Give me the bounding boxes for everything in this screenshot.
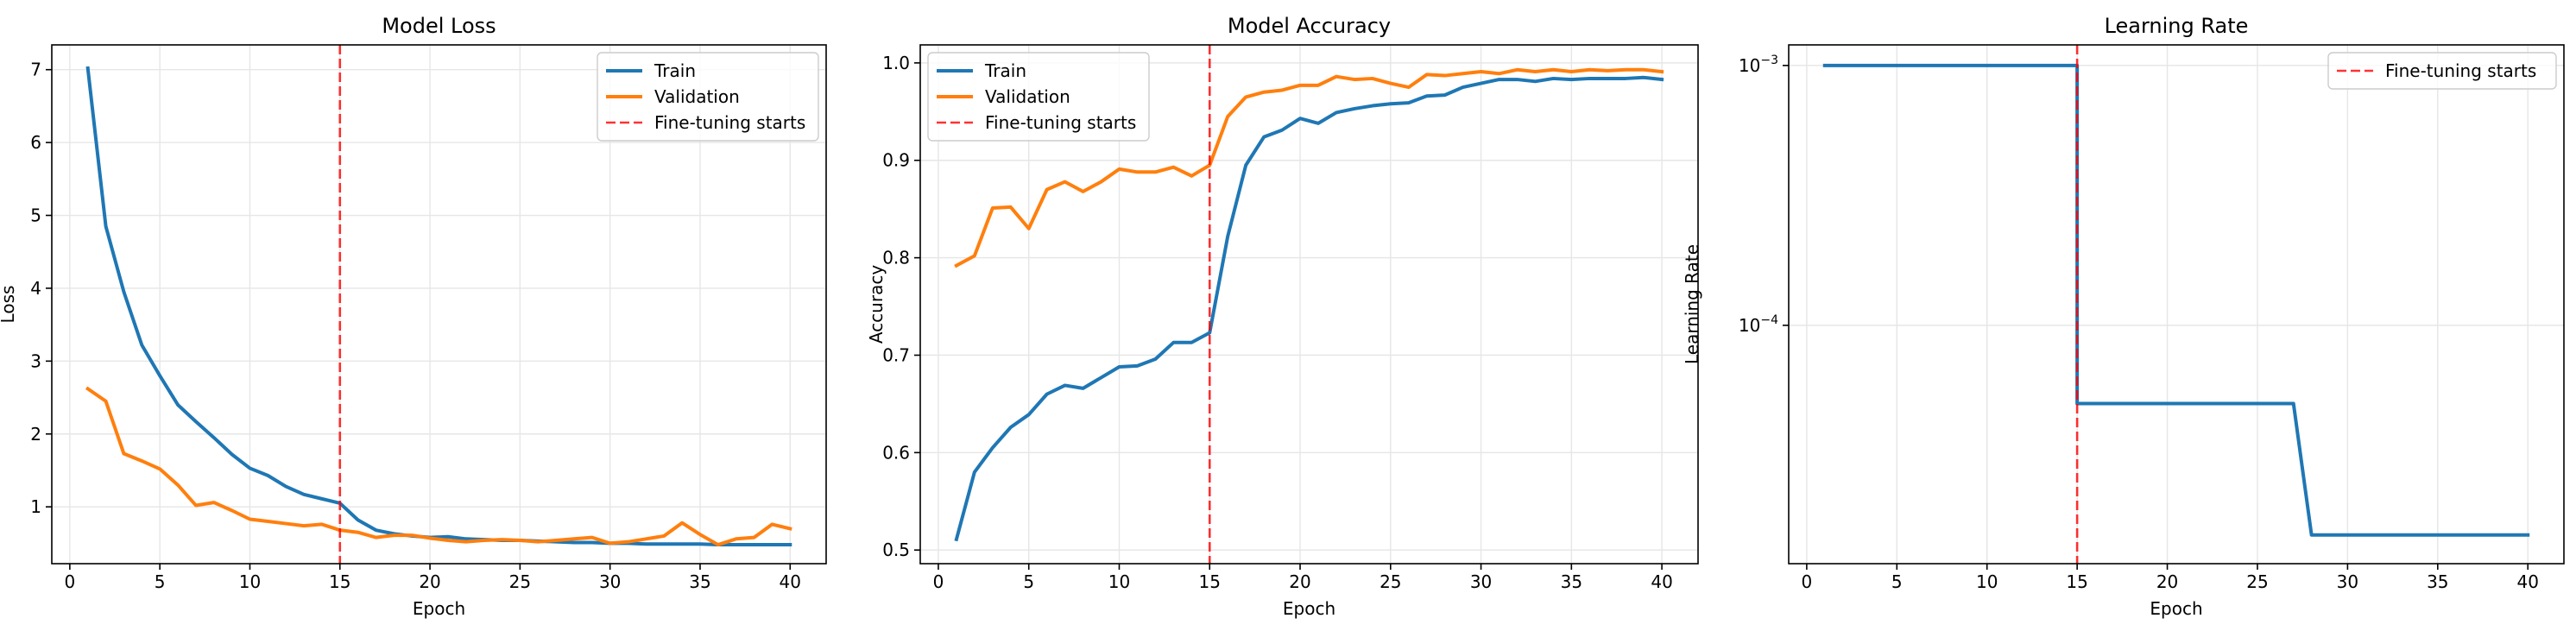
legend: Train Validation Fine-tuning starts [927, 52, 1150, 142]
legend-label: Validation [654, 86, 740, 107]
x-tick-label: 15 [2066, 571, 2087, 592]
legend: Train Validation Fine-tuning starts [597, 52, 819, 142]
x-tick-label: 15 [1199, 571, 1221, 592]
y-tick-label: 10−3 [1739, 54, 1778, 76]
chart-title: Model Loss [382, 14, 496, 38]
legend-box [597, 52, 819, 142]
legend-label: Fine-tuning starts [654, 112, 805, 133]
series-line-validation [85, 386, 792, 547]
y-tick-label: 2 [30, 424, 41, 445]
panel-1: 0 5 10 15 20 25 30 35 40 1 2 3 4 5 6 7 Model Loss Epoch Lo… [0, 14, 827, 619]
y-axis-label: Loss [0, 286, 18, 324]
x-tick-label: 25 [509, 571, 531, 592]
x-tick-label: 40 [1651, 571, 1672, 592]
x-tick-label: 30 [599, 571, 621, 592]
x-tick-label: 15 [329, 571, 350, 592]
axes-frame [51, 44, 827, 565]
legend: Fine-tuning starts [2327, 52, 2557, 90]
x-tick-label: 35 [1561, 571, 1582, 592]
legend-box [927, 52, 1150, 142]
series-line-train [85, 66, 792, 547]
y-tick-label: 0.9 [882, 150, 910, 171]
x-tick-label: 0 [1802, 571, 1813, 592]
x-tick-label: 30 [2337, 571, 2358, 592]
x-tick-label: 5 [1023, 571, 1034, 592]
x-tick-label: 10 [1108, 571, 1130, 592]
x-tick-label: 40 [2517, 571, 2539, 592]
y-tick-label: 0.5 [882, 540, 910, 560]
x-tick-label: 20 [2156, 571, 2178, 592]
y-axis-label: Accuracy [866, 265, 887, 344]
x-tick-label: 25 [1380, 571, 1401, 592]
series-line-train [954, 75, 1664, 542]
x-tick-label: 35 [689, 571, 710, 592]
legend-label: Validation [985, 86, 1070, 107]
legend-label: Fine-tuning starts [985, 112, 1136, 133]
chart-title: Model Accuracy [1228, 14, 1391, 38]
series-line-lr [1822, 63, 2530, 537]
x-axis-label: Epoch [2150, 598, 2202, 619]
panel-2: 0 5 10 15 20 25 30 35 40 0.5 0.6 0.7 0.8 0.9 1.0 Model … [866, 14, 1699, 619]
legend-box [2327, 52, 2557, 90]
y-tick-label: 4 [30, 278, 41, 299]
legend-label: Fine-tuning starts [2385, 60, 2536, 81]
y-tick-label: 0.6 [882, 442, 910, 463]
legend-label: Train [653, 60, 696, 81]
chart-title: Learning Rate [2105, 14, 2249, 38]
y-tick-label: 0.7 [882, 344, 910, 365]
y-tick-label: 1 [30, 496, 41, 517]
y-axis-label: Learning Rate [1682, 244, 1702, 364]
x-tick-label: 40 [780, 571, 801, 592]
x-tick-label: 20 [1289, 571, 1310, 592]
y-tick-label: 7 [30, 60, 41, 80]
x-tick-label: 5 [1891, 571, 1903, 592]
x-tick-label: 20 [419, 571, 440, 592]
x-axis-label: Epoch [413, 598, 465, 619]
axes-frame [1788, 44, 2565, 565]
x-tick-label: 10 [1976, 571, 1998, 592]
x-tick-label: 30 [1470, 571, 1492, 592]
y-tick-label: 10−4 [1739, 313, 1778, 336]
x-tick-label: 25 [2246, 571, 2268, 592]
series-line-validation [954, 67, 1664, 268]
x-tick-label: 10 [239, 571, 261, 592]
x-tick-label: 0 [64, 571, 75, 592]
x-tick-label: 0 [933, 571, 944, 592]
y-tick-label: 3 [30, 350, 41, 371]
x-tick-label: 5 [155, 571, 166, 592]
y-tick-label: 1.0 [882, 53, 910, 73]
y-tick-label: 5 [30, 205, 41, 226]
y-tick-label: 6 [30, 132, 41, 153]
axes-frame [919, 44, 1699, 565]
x-axis-label: Epoch [1283, 598, 1335, 619]
legend-label: Train [984, 60, 1026, 81]
x-tick-label: 35 [2427, 571, 2448, 592]
panel-3: 0 5 10 15 20 25 30 35 40 10−3 10−4 Learning Rate Epo… [1682, 14, 2565, 619]
y-tick-label: 0.8 [882, 248, 910, 268]
